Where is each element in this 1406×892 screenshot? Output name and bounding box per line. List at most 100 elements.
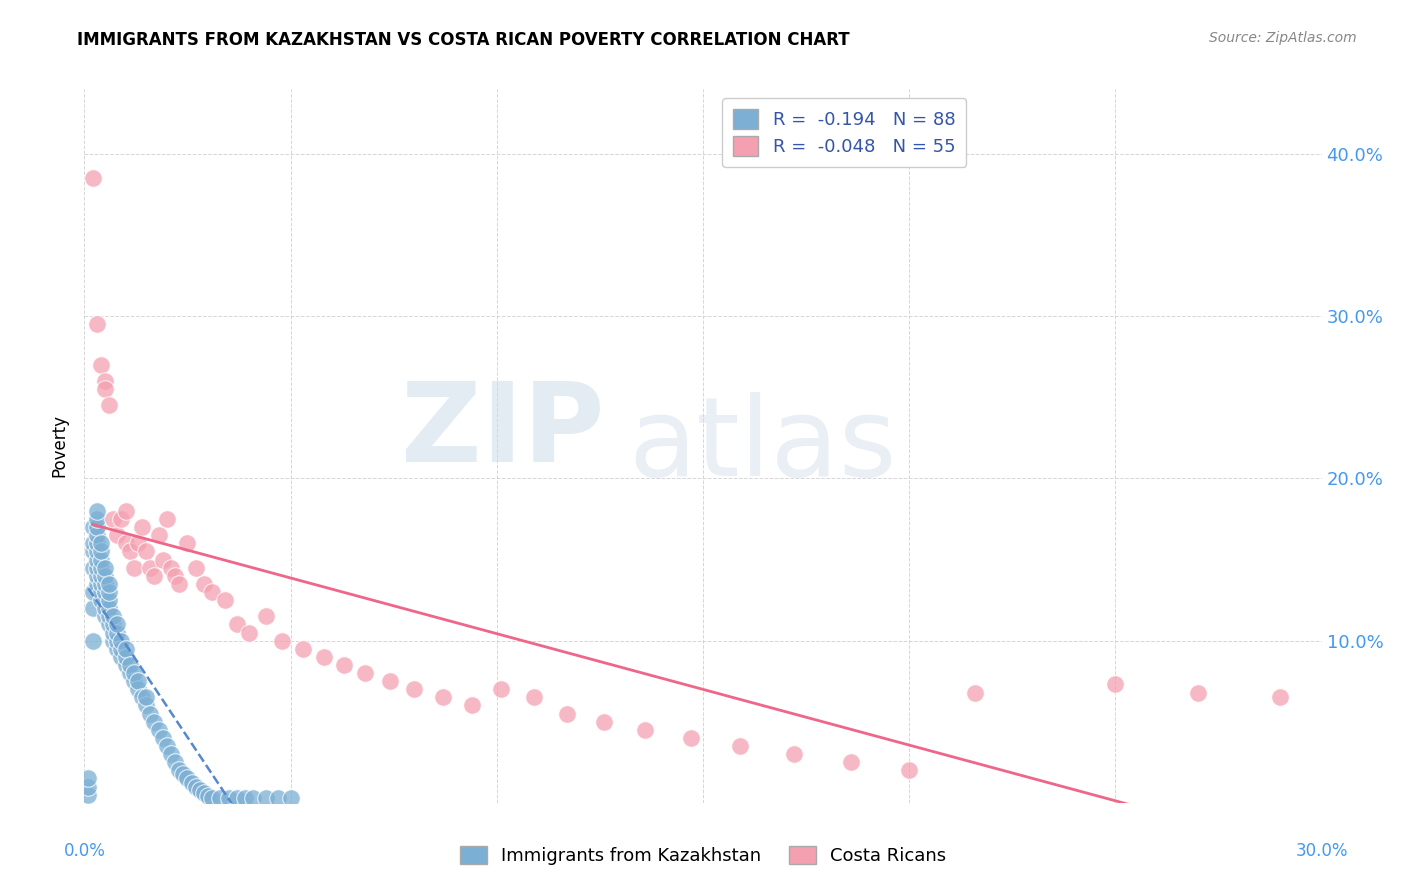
Point xyxy=(105,617,128,632)
Point xyxy=(94,593,117,607)
Point xyxy=(94,568,117,582)
Point xyxy=(135,544,157,558)
Point xyxy=(593,714,616,729)
Point xyxy=(167,764,190,778)
Point xyxy=(188,782,211,797)
Point xyxy=(105,625,128,640)
Point xyxy=(523,690,546,705)
Point xyxy=(86,504,108,518)
Point xyxy=(98,609,121,624)
Point xyxy=(110,649,132,664)
Point xyxy=(98,601,121,615)
Text: atlas: atlas xyxy=(628,392,897,500)
Point xyxy=(156,739,179,753)
Point xyxy=(233,791,256,805)
Point xyxy=(461,698,484,713)
Point xyxy=(118,666,141,681)
Point xyxy=(728,739,751,753)
Point xyxy=(90,358,112,372)
Point xyxy=(209,791,232,805)
Point xyxy=(82,171,104,186)
Point xyxy=(555,706,578,721)
Point xyxy=(184,560,207,574)
Point xyxy=(98,399,121,413)
Point xyxy=(131,520,153,534)
Point xyxy=(86,552,108,566)
Point xyxy=(110,633,132,648)
Point xyxy=(94,609,117,624)
Point xyxy=(86,560,108,574)
Point xyxy=(118,657,141,672)
Point xyxy=(267,791,290,805)
Point xyxy=(86,528,108,542)
Legend: Immigrants from Kazakhstan, Costa Ricans: Immigrants from Kazakhstan, Costa Ricans xyxy=(453,838,953,872)
Point xyxy=(94,374,117,388)
Point xyxy=(165,756,187,770)
Point xyxy=(110,641,132,656)
Point xyxy=(167,577,190,591)
Point xyxy=(94,560,117,574)
Point xyxy=(82,601,104,615)
Point xyxy=(127,536,149,550)
Point xyxy=(114,536,136,550)
Point xyxy=(105,528,128,542)
Point xyxy=(105,633,128,648)
Point xyxy=(201,585,224,599)
Point xyxy=(98,617,121,632)
Point xyxy=(218,791,240,805)
Point xyxy=(82,544,104,558)
Point xyxy=(180,776,202,790)
Point xyxy=(312,649,335,664)
Point xyxy=(86,544,108,558)
Point xyxy=(160,747,183,761)
Point xyxy=(103,512,125,526)
Point xyxy=(103,625,125,640)
Text: Source: ZipAtlas.com: Source: ZipAtlas.com xyxy=(1209,31,1357,45)
Point xyxy=(122,666,145,681)
Point xyxy=(110,512,132,526)
Point xyxy=(965,685,987,699)
Point xyxy=(114,657,136,672)
Point xyxy=(254,791,277,805)
Point xyxy=(86,512,108,526)
Point xyxy=(197,789,219,804)
Point xyxy=(841,756,863,770)
Point xyxy=(82,560,104,574)
Point xyxy=(82,536,104,550)
Point xyxy=(90,593,112,607)
Point xyxy=(98,593,121,607)
Legend: R =  -0.194   N = 88, R =  -0.048   N = 55: R = -0.194 N = 88, R = -0.048 N = 55 xyxy=(723,98,966,167)
Point xyxy=(1104,677,1126,691)
Point xyxy=(94,585,117,599)
Point xyxy=(122,560,145,574)
Point xyxy=(127,674,149,689)
Point xyxy=(94,382,117,396)
Point xyxy=(77,772,100,786)
Point xyxy=(238,625,260,640)
Point xyxy=(378,674,401,689)
Point xyxy=(143,714,166,729)
Point xyxy=(432,690,454,705)
Point xyxy=(152,731,174,745)
Point xyxy=(82,633,104,648)
Point xyxy=(165,568,187,582)
Point xyxy=(353,666,375,681)
Point xyxy=(193,786,215,800)
Point xyxy=(139,560,162,574)
Point xyxy=(143,568,166,582)
Point xyxy=(172,766,194,780)
Point xyxy=(783,747,806,761)
Point xyxy=(90,577,112,591)
Point xyxy=(271,633,294,648)
Point xyxy=(679,731,702,745)
Point xyxy=(105,641,128,656)
Point xyxy=(114,649,136,664)
Point xyxy=(184,780,207,794)
Point xyxy=(291,641,314,656)
Point xyxy=(90,585,112,599)
Point xyxy=(404,682,426,697)
Point xyxy=(127,682,149,697)
Point xyxy=(148,723,170,737)
Point xyxy=(201,791,224,805)
Point xyxy=(103,609,125,624)
